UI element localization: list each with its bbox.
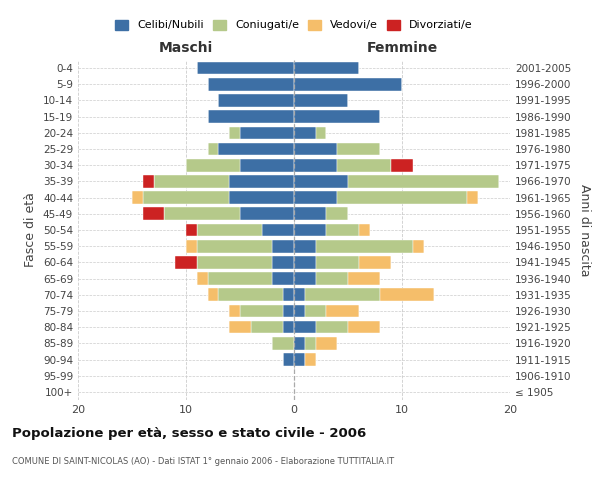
Legend: Celibi/Nubili, Coniugati/e, Vedovi/e, Divorziati/e: Celibi/Nubili, Coniugati/e, Vedovi/e, Di… (112, 16, 476, 34)
Bar (251, 321, 283, 334)
Bar (218, 94, 294, 107)
Bar (143, 192, 229, 204)
Bar (197, 240, 272, 252)
Bar (197, 224, 262, 236)
Bar (197, 272, 208, 285)
Bar (186, 224, 197, 236)
Bar (294, 62, 359, 74)
Bar (229, 304, 240, 318)
Bar (175, 256, 197, 268)
Bar (272, 240, 294, 252)
Bar (294, 304, 305, 318)
Bar (283, 353, 294, 366)
Y-axis label: Fasce di età: Fasce di età (25, 192, 37, 268)
Bar (348, 272, 380, 285)
Bar (143, 175, 154, 188)
Bar (305, 353, 316, 366)
Bar (326, 304, 359, 318)
Bar (337, 159, 391, 172)
Bar (359, 224, 370, 236)
Bar (240, 126, 294, 139)
Bar (294, 175, 348, 188)
Bar (272, 272, 294, 285)
Bar (186, 240, 197, 252)
Bar (294, 321, 316, 334)
Bar (240, 304, 283, 318)
Bar (326, 224, 359, 236)
Bar (337, 192, 467, 204)
Bar (283, 304, 294, 318)
Bar (283, 288, 294, 301)
Bar (229, 321, 251, 334)
Bar (283, 321, 294, 334)
Bar (240, 159, 294, 172)
Bar (305, 288, 380, 301)
Bar (208, 110, 294, 123)
Bar (272, 337, 294, 349)
Bar (294, 208, 326, 220)
Bar (294, 240, 316, 252)
Bar (316, 126, 326, 139)
Bar (294, 256, 316, 268)
Bar (348, 321, 380, 334)
Bar (164, 208, 240, 220)
Bar (294, 142, 337, 156)
Bar (197, 62, 294, 74)
Bar (208, 78, 294, 90)
Bar (208, 272, 272, 285)
Bar (305, 304, 326, 318)
Bar (229, 126, 240, 139)
Bar (197, 256, 272, 268)
Text: Popolazione per età, sesso e stato civile - 2006: Popolazione per età, sesso e stato civil… (12, 428, 366, 440)
Bar (316, 272, 348, 285)
Bar (240, 208, 294, 220)
Text: COMUNE DI SAINT-NICOLAS (AO) - Dati ISTAT 1° gennaio 2006 - Elaborazione TUTTITA: COMUNE DI SAINT-NICOLAS (AO) - Dati ISTA… (12, 458, 394, 466)
Bar (326, 208, 348, 220)
Bar (143, 208, 164, 220)
Bar (294, 126, 316, 139)
Bar (294, 337, 305, 349)
Bar (337, 142, 380, 156)
Bar (305, 337, 316, 349)
Bar (467, 192, 478, 204)
Bar (294, 78, 402, 90)
Bar (154, 175, 229, 188)
Bar (218, 142, 294, 156)
Bar (294, 224, 326, 236)
Bar (294, 353, 305, 366)
Bar (316, 321, 348, 334)
Bar (380, 288, 434, 301)
Y-axis label: Anni di nascita: Anni di nascita (578, 184, 591, 276)
Bar (294, 110, 380, 123)
Bar (413, 240, 424, 252)
Text: Femmine: Femmine (367, 41, 437, 55)
Text: Maschi: Maschi (159, 41, 213, 55)
Bar (359, 256, 391, 268)
Bar (316, 240, 413, 252)
Bar (294, 192, 337, 204)
Bar (348, 175, 499, 188)
Bar (294, 159, 337, 172)
Bar (186, 159, 240, 172)
Bar (294, 272, 316, 285)
Bar (229, 192, 294, 204)
Bar (316, 256, 359, 268)
Bar (208, 288, 218, 301)
Bar (229, 175, 294, 188)
Bar (208, 142, 218, 156)
Bar (272, 256, 294, 268)
Bar (294, 94, 348, 107)
Bar (218, 288, 283, 301)
Bar (262, 224, 294, 236)
Bar (132, 192, 143, 204)
Bar (316, 337, 337, 349)
Bar (391, 159, 413, 172)
Bar (294, 288, 305, 301)
